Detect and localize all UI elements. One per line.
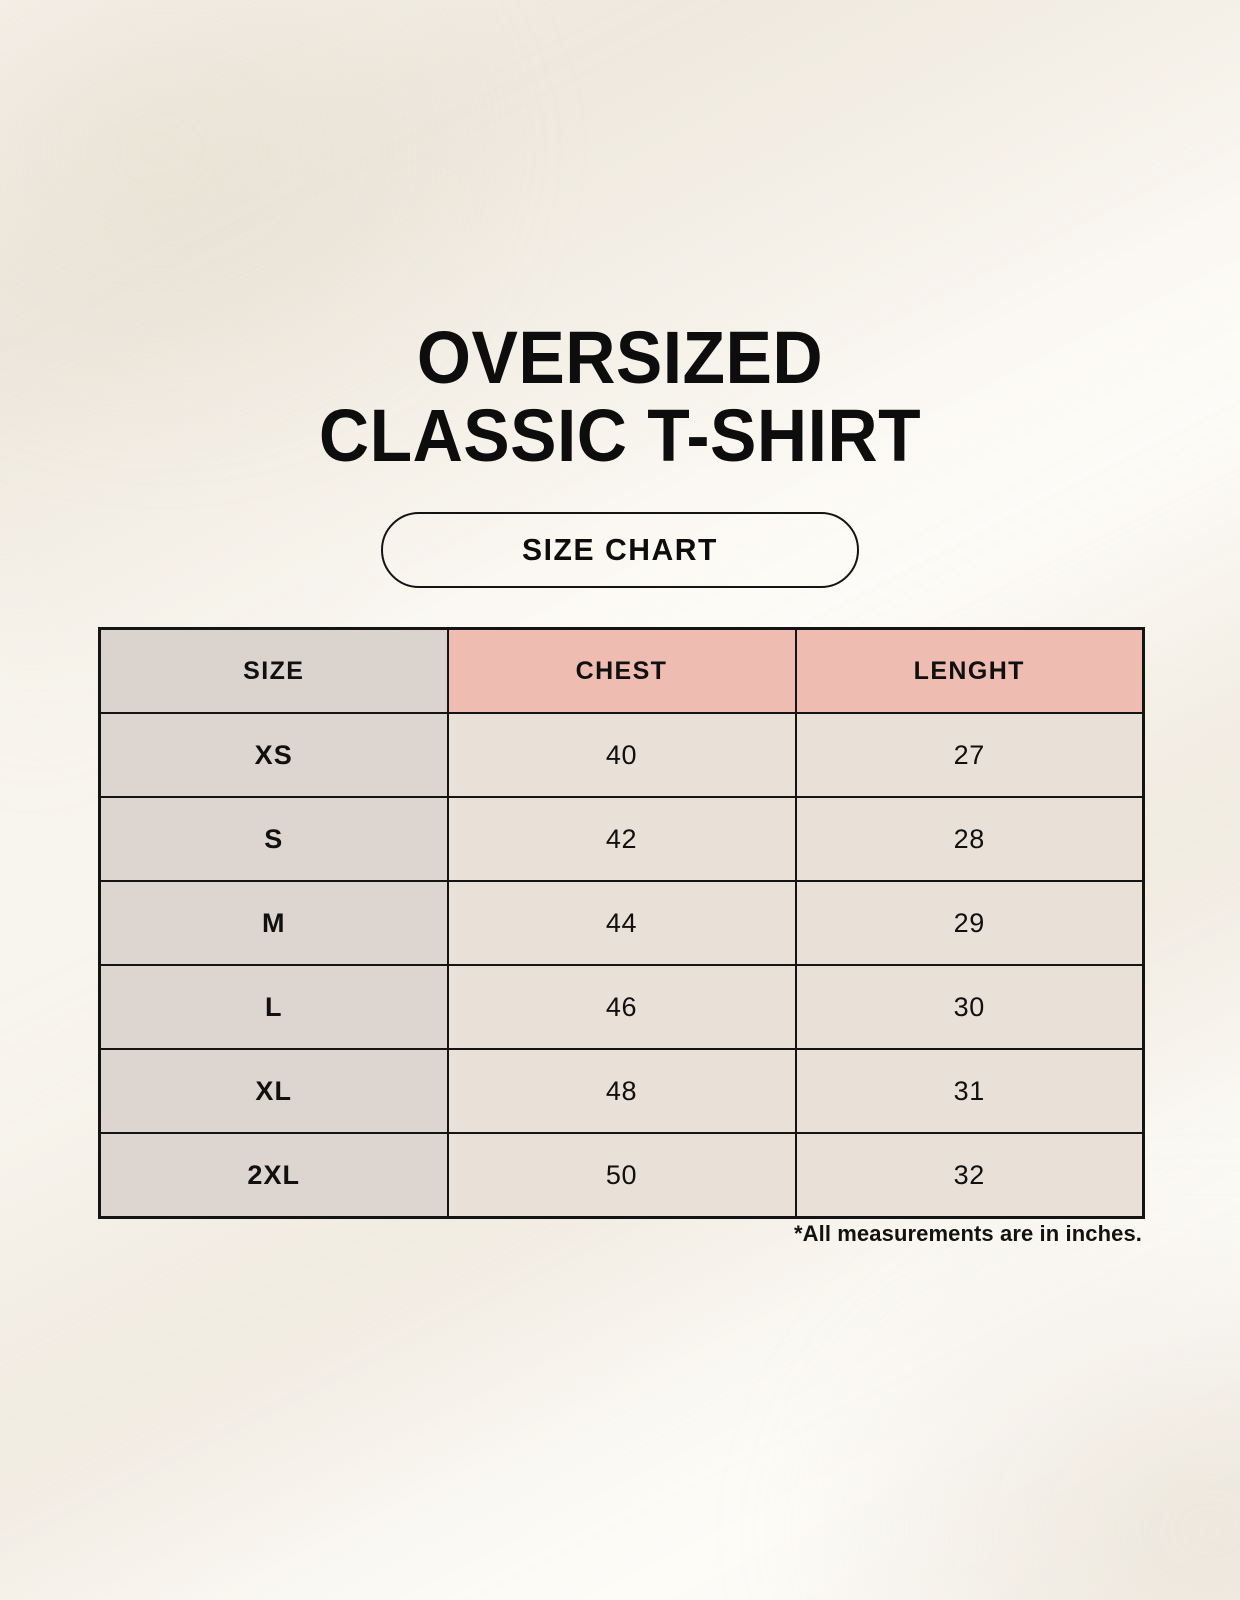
cell-chest: 42	[446, 796, 797, 882]
table-row: M 44 29	[98, 880, 1145, 966]
cell-length: 29	[794, 880, 1145, 966]
table-row: XS 40 27	[98, 712, 1145, 798]
cell-length: 32	[794, 1132, 1145, 1219]
cell-size: 2XL	[98, 1132, 449, 1219]
table-row: XL 48 31	[98, 1048, 1145, 1134]
cell-chest: 46	[446, 964, 797, 1050]
table-row: L 46 30	[98, 964, 1145, 1050]
table-row: 2XL 50 32	[98, 1132, 1145, 1219]
table-header-row: SIZE CHEST LENGHT	[98, 627, 1145, 714]
table-body: XS 40 27 S 42 28 M 44 29 L 46 30	[98, 712, 1145, 1219]
size-chart-badge-label: SIZE CHART	[522, 532, 718, 567]
table-header: SIZE CHEST LENGHT	[98, 627, 1145, 714]
column-header-length: LENGHT	[794, 627, 1145, 714]
size-chart-table: SIZE CHEST LENGHT XS 40 27 S 42 28 M	[98, 627, 1145, 1219]
cell-size: XL	[98, 1048, 449, 1134]
cell-length: 27	[794, 712, 1145, 798]
cell-size: XS	[98, 712, 449, 798]
cell-size: L	[98, 964, 449, 1050]
title-line-1: OVERSIZED	[416, 316, 824, 399]
size-chart-table-container: SIZE CHEST LENGHT XS 40 27 S 42 28 M	[98, 627, 1145, 1219]
table-row: S 42 28	[98, 796, 1145, 882]
column-header-chest: CHEST	[446, 627, 797, 714]
size-chart-badge: SIZE CHART	[381, 512, 859, 588]
measurement-note: *All measurements are in inches.	[793, 1221, 1142, 1246]
cell-chest: 40	[446, 712, 797, 798]
title-line-2: CLASSIC T-SHIRT	[318, 394, 922, 477]
cell-chest: 50	[446, 1132, 797, 1219]
cell-length: 30	[794, 964, 1145, 1050]
cell-chest: 44	[446, 880, 797, 966]
page-title: OVERSIZED CLASSIC T-SHIRT	[0, 316, 1240, 477]
cell-length: 28	[794, 796, 1145, 882]
cell-chest: 48	[446, 1048, 797, 1134]
column-header-size: SIZE	[98, 627, 449, 714]
cell-size: M	[98, 880, 449, 966]
cell-length: 31	[794, 1048, 1145, 1134]
cell-size: S	[98, 796, 449, 882]
